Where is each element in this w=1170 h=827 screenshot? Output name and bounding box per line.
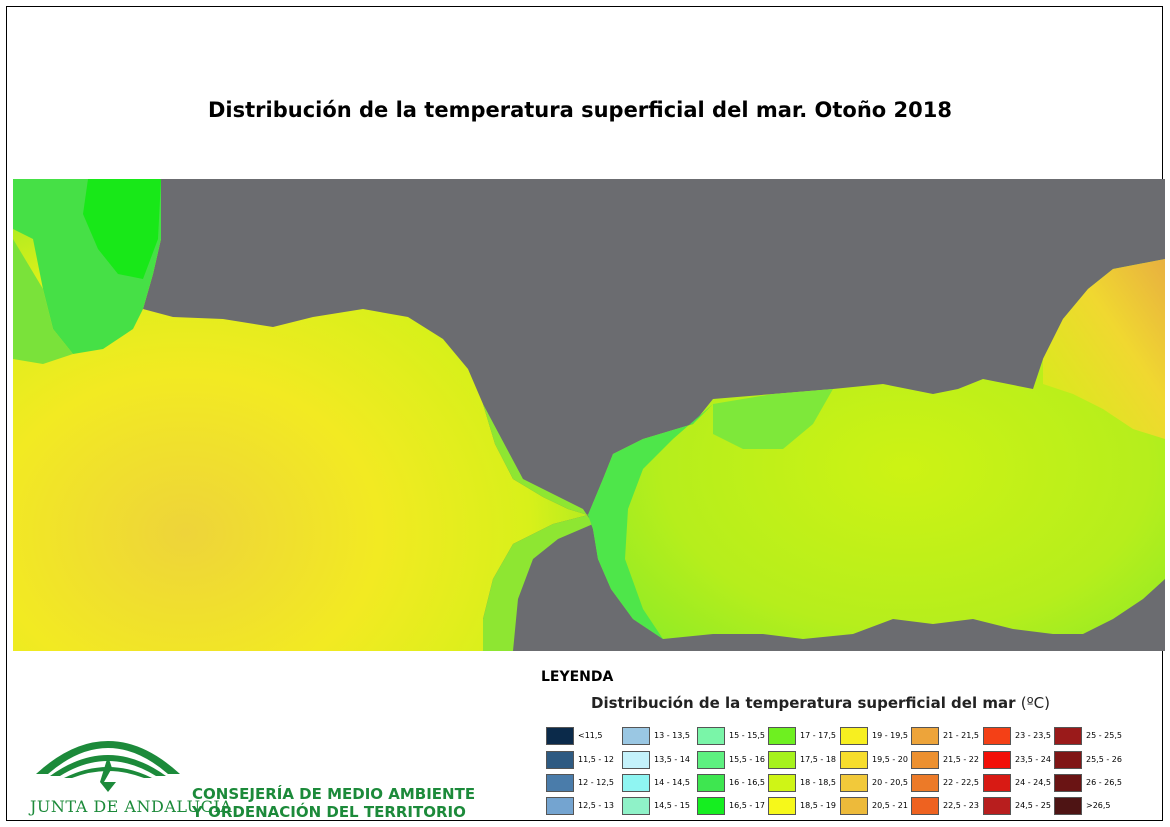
legend-swatch (546, 797, 574, 815)
legend-heading: LEYENDA (541, 669, 614, 685)
legend-label: >26,5 (1086, 801, 1111, 810)
legend-swatch (546, 774, 574, 792)
legend-swatch (1054, 774, 1082, 792)
legend-swatch (911, 751, 939, 769)
legend-swatch (1054, 727, 1082, 745)
legend-label: 25,5 - 26 (1086, 755, 1122, 764)
legend-swatch (697, 751, 725, 769)
legend-swatch (697, 727, 725, 745)
legend-swatch (1054, 751, 1082, 769)
legend-swatch (697, 774, 725, 792)
legend-label: 24,5 - 25 (1015, 801, 1051, 810)
legend-swatch (768, 727, 796, 745)
legend-swatch (911, 774, 939, 792)
legend-swatch (983, 751, 1011, 769)
org-line-1: CONSEJERÍA DE MEDIO AMBIENTE (192, 785, 476, 803)
logo-text: JUNTA DE ANDALUCIA (30, 797, 233, 816)
mediterranean-water (588, 259, 1165, 639)
legend-swatch (911, 797, 939, 815)
legend-label: 17 - 17,5 (800, 731, 836, 740)
legend-label: 14,5 - 15 (654, 801, 690, 810)
legend-label: 21 - 21,5 (943, 731, 979, 740)
map-title: Distribución de la temperatura superfici… (207, 98, 952, 122)
legend-label: 19 - 19,5 (872, 731, 908, 740)
legend-unit: (ºC) (1020, 694, 1050, 712)
legend-label: 12,5 - 13 (578, 801, 614, 810)
legend-swatch (983, 727, 1011, 745)
legend-label: 26 - 26,5 (1086, 778, 1122, 787)
org-line-2: Y ORDENACIÓN DEL TERRITORIO (192, 803, 466, 821)
legend-swatch (1054, 797, 1082, 815)
legend-label: 20,5 - 21 (872, 801, 908, 810)
legend-label: 15,5 - 16 (729, 755, 765, 764)
legend-label: 18,5 - 19 (800, 801, 836, 810)
legend-label: 16,5 - 17 (729, 801, 765, 810)
legend-label: 22,5 - 23 (943, 801, 979, 810)
legend-swatch (983, 797, 1011, 815)
atlantic-water (13, 179, 588, 651)
legend-swatch (983, 774, 1011, 792)
legend-label: 18 - 18,5 (800, 778, 836, 787)
legend-label: 25 - 25,5 (1086, 731, 1122, 740)
legend-swatch (840, 727, 868, 745)
legend-label: 21,5 - 22 (943, 755, 979, 764)
legend-swatch (546, 751, 574, 769)
legend-swatch (768, 751, 796, 769)
legend-label: 22 - 22,5 (943, 778, 979, 787)
legend-swatch (697, 797, 725, 815)
legend-swatch (546, 727, 574, 745)
legend-label: 20 - 20,5 (872, 778, 908, 787)
legend-swatch (840, 751, 868, 769)
legend-label: 11,5 - 12 (578, 755, 614, 764)
legend-swatch (768, 797, 796, 815)
legend-label: <11,5 (578, 731, 603, 740)
legend-label: 13,5 - 14 (654, 755, 690, 764)
legend-label: 12 - 12,5 (578, 778, 614, 787)
legend-swatch (622, 751, 650, 769)
legend-label: 13 - 13,5 (654, 731, 690, 740)
junta-andalucia-logo-icon (36, 741, 180, 792)
legend-label: 14 - 14,5 (654, 778, 690, 787)
legend-swatch (768, 774, 796, 792)
legend-swatch (840, 774, 868, 792)
legend-label: 16 - 16,5 (729, 778, 765, 787)
legend-label: 23 - 23,5 (1015, 731, 1051, 740)
legend-swatch (840, 797, 868, 815)
sea-temperature-map (13, 179, 1165, 651)
legend-subtitle: Distribución de la temperatura superfici… (591, 694, 1050, 712)
legend-label: 23,5 - 24 (1015, 755, 1051, 764)
legend-swatch (911, 727, 939, 745)
legend-swatch (622, 797, 650, 815)
legend-label: 15 - 15,5 (729, 731, 765, 740)
legend-swatch (622, 727, 650, 745)
legend-label: 24 - 24,5 (1015, 778, 1051, 787)
legend-label: 17,5 - 18 (800, 755, 836, 764)
legend-label: 19,5 - 20 (872, 755, 908, 764)
legend-subtitle-text: Distribución de la temperatura superfici… (591, 694, 1016, 712)
legend-swatch (622, 774, 650, 792)
